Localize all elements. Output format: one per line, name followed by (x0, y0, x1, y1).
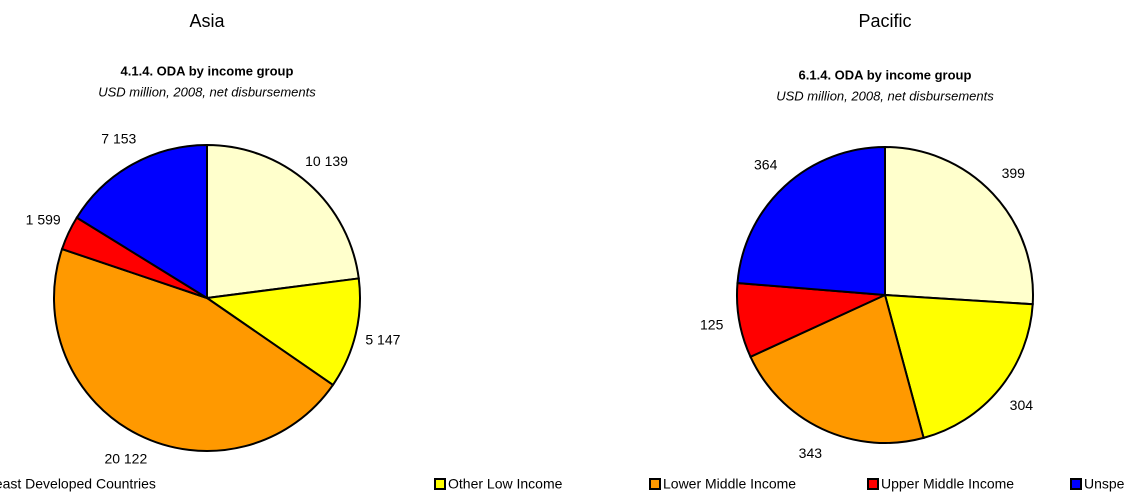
pie-slice (204, 277, 361, 387)
chart-title: 6.1.4. ODA by income group (799, 67, 972, 82)
pie-slice (53, 247, 335, 452)
legend-label: Upper Middle Income (881, 476, 1014, 492)
data-label: 125 (700, 316, 724, 332)
legend-swatch (434, 478, 446, 490)
data-label: 343 (799, 445, 823, 461)
pie-slice (75, 143, 208, 300)
legend-label: Least Developed Countries (0, 476, 156, 492)
legend-swatch (649, 478, 661, 490)
pie-slice (883, 293, 1034, 440)
chart-title: 4.1.4. ODA by income group (121, 63, 294, 78)
region-heading: Pacific (858, 11, 911, 31)
data-label: 10 139 (305, 153, 348, 169)
data-label: 5 147 (365, 331, 400, 347)
legend-label: Lower Middle Income (663, 476, 796, 492)
legend-swatch (867, 478, 879, 490)
data-label: 304 (1010, 397, 1034, 413)
data-label: 7 153 (101, 131, 136, 147)
chart-subtitle: USD million, 2008, net disbursements (98, 84, 316, 99)
data-label: 399 (1002, 165, 1026, 181)
data-label: 364 (754, 156, 778, 172)
data-label: 20 122 (104, 450, 147, 466)
pie-slice (736, 145, 886, 297)
pie-slice (749, 293, 925, 444)
legend-label: Other Low Income (448, 476, 563, 492)
chart-subtitle: USD million, 2008, net disbursements (776, 88, 994, 103)
region-heading: Asia (189, 11, 225, 31)
data-label: 1 599 (26, 212, 61, 228)
pie-slice (206, 143, 360, 300)
legend-label: Unspecified (1084, 476, 1124, 492)
legend-swatch (1070, 478, 1082, 490)
pie-slice (884, 145, 1034, 306)
